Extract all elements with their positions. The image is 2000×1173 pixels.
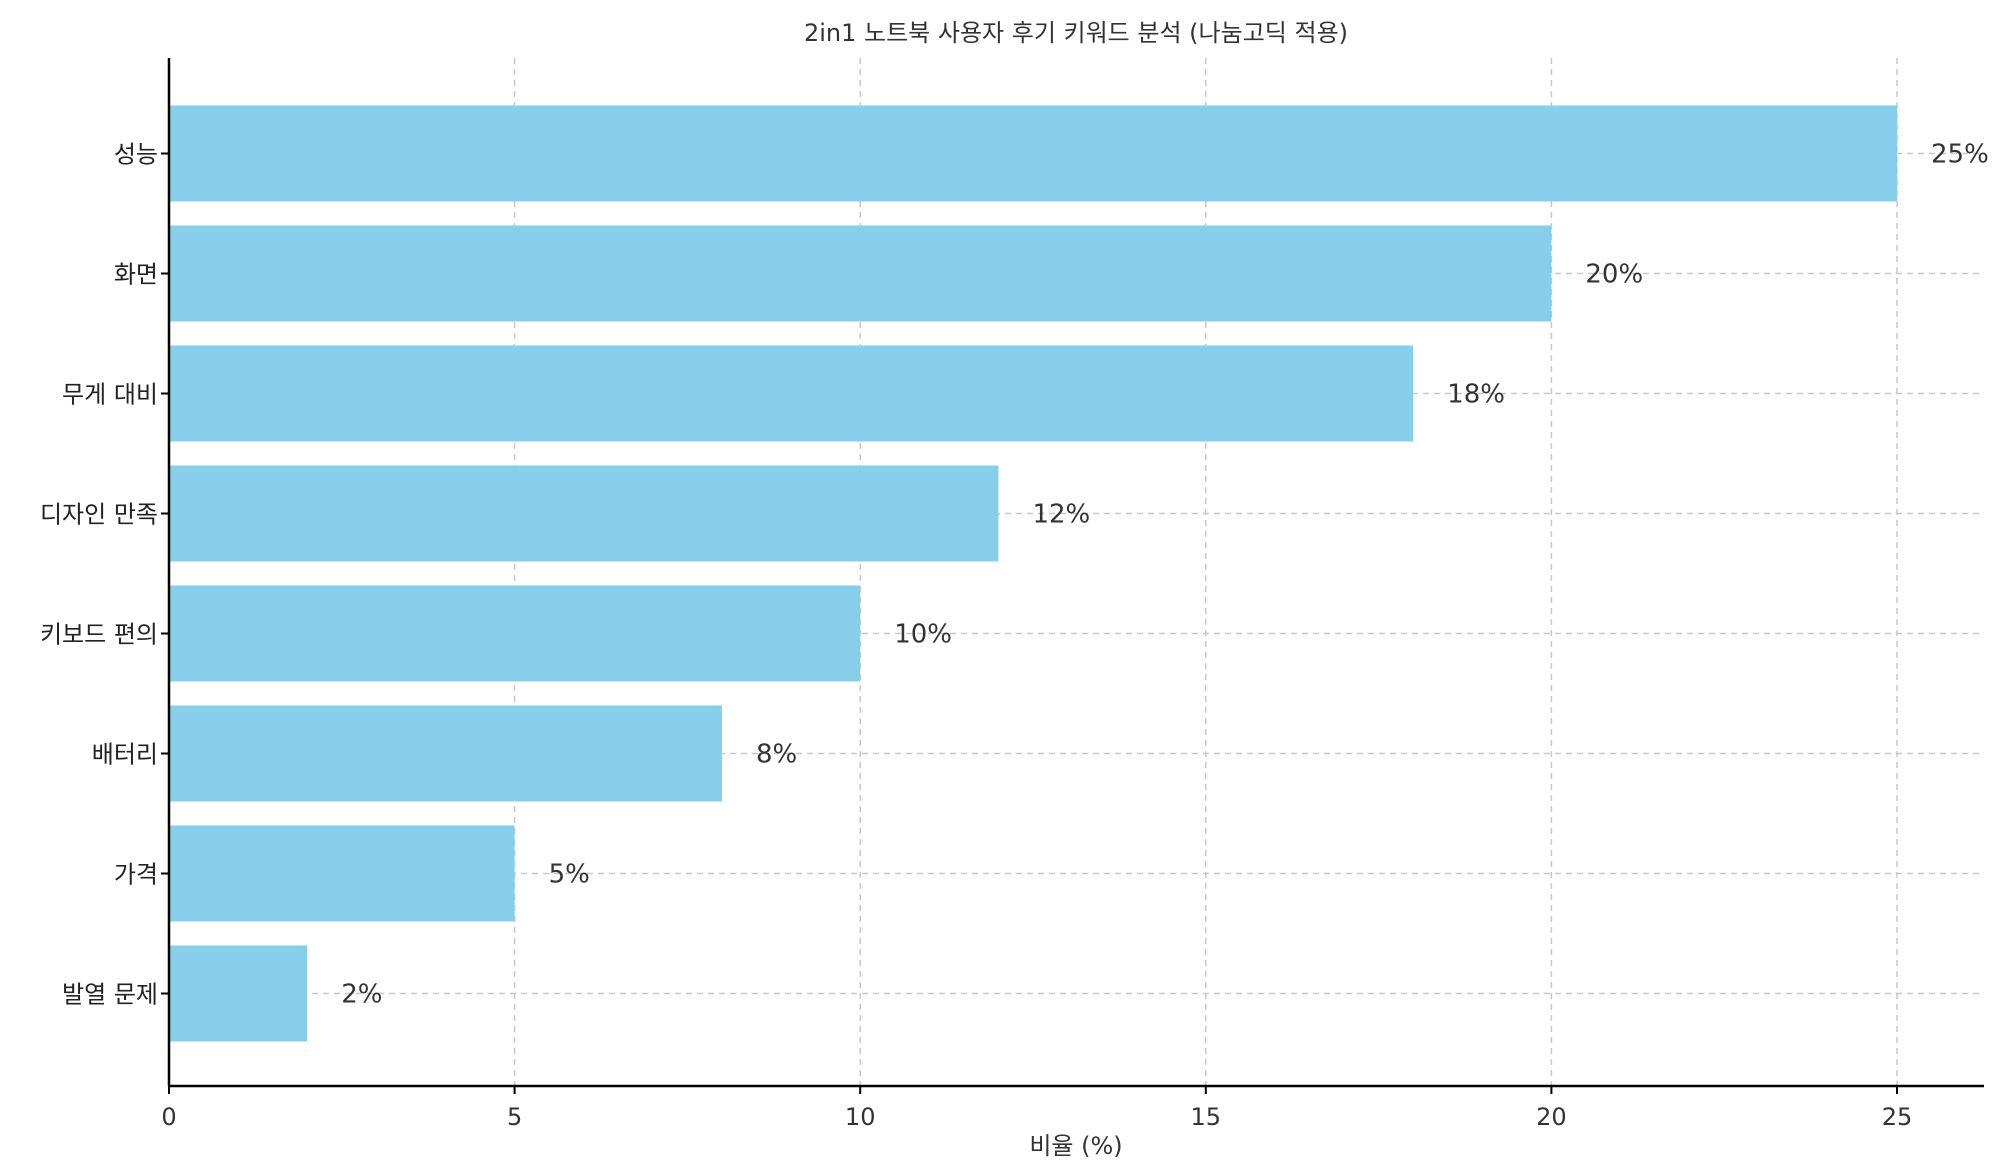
bar	[169, 705, 722, 802]
bar	[169, 225, 1552, 322]
x-ticks: 0 5 10 15 20 25	[161, 1086, 1912, 1131]
x-axis-label: 비율 (%)	[1029, 1132, 1122, 1160]
bar	[169, 105, 1897, 202]
category-label: 디자인 만족	[40, 501, 158, 529]
x-tick-label: 5	[507, 1103, 522, 1131]
data-label: 10%	[894, 620, 952, 650]
x-tick-label: 25	[1882, 1103, 1913, 1131]
category-label: 키보드 편의	[40, 621, 158, 649]
category-label: 발열 문제	[62, 981, 158, 1009]
grid-lines	[168, 58, 1984, 1086]
data-label: 5%	[549, 860, 590, 890]
bar	[169, 825, 515, 922]
x-tick-label: 15	[1191, 1103, 1222, 1131]
data-label: 2%	[341, 980, 382, 1010]
x-tick-label: 10	[845, 1103, 876, 1131]
data-label: 25%	[1931, 140, 1989, 170]
data-label: 12%	[1032, 500, 1090, 530]
category-label: 무게 대비	[62, 381, 158, 409]
chart-title: 2in1 노트북 사용자 후기 키워드 분석 (나눔고딕 적용)	[804, 19, 1348, 47]
bar	[169, 465, 999, 562]
x-tick-label: 0	[161, 1103, 176, 1131]
data-label: 20%	[1585, 260, 1643, 290]
category-label: 성능	[114, 141, 158, 169]
bars	[169, 105, 1897, 1042]
axes	[167, 58, 1984, 1088]
bar	[169, 345, 1414, 442]
x-tick-label: 20	[1536, 1103, 1567, 1131]
bar	[169, 945, 308, 1042]
bar	[169, 585, 861, 682]
category-label: 배터리	[92, 741, 158, 769]
data-label: 8%	[756, 740, 797, 770]
data-labels: 25% 20% 18% 12% 10% 8% 5% 2%	[341, 140, 1989, 1010]
category-label: 가격	[114, 861, 158, 889]
category-label: 화면	[114, 261, 158, 289]
data-label: 18%	[1447, 380, 1505, 410]
